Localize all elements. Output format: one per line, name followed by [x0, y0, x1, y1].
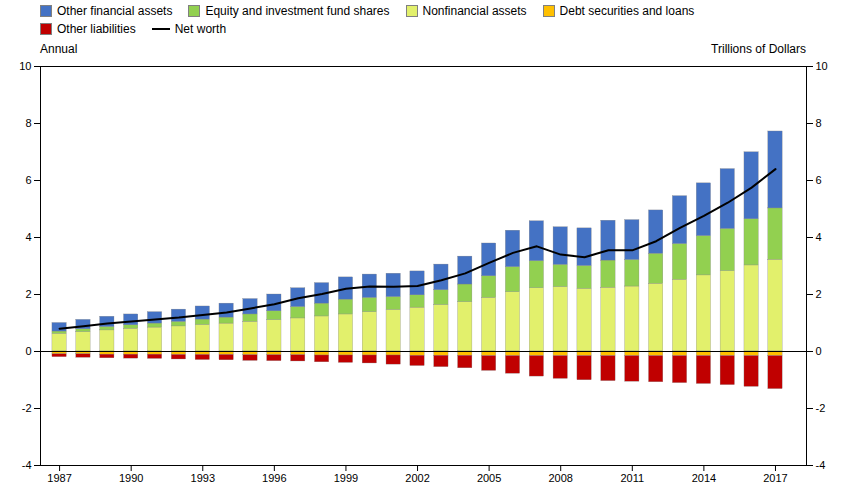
svg-text:-4: -4: [22, 459, 32, 471]
html-text:Nonfinancial assets: Nonfinancial assets: [422, 4, 527, 18]
svg-text:2011: 2011: [620, 472, 644, 484]
svg-text:10: 10: [816, 60, 828, 72]
svg-text:4: 4: [25, 231, 31, 243]
svg-text:1990: 1990: [119, 472, 143, 484]
svg-text:6: 6: [25, 174, 31, 186]
html-text:Other financial assets: Other financial assets: [57, 4, 173, 18]
svg-text:2: 2: [25, 288, 31, 300]
svg-text:8: 8: [25, 117, 31, 129]
svg-text:4: 4: [816, 231, 822, 243]
svg-text:1987: 1987: [47, 472, 71, 484]
html-text:Other liabilities: Other liabilities: [57, 22, 136, 36]
svg-text:1993: 1993: [191, 472, 215, 484]
svg-text:0: 0: [25, 345, 31, 357]
html-text:Net worth: Net worth: [174, 22, 227, 36]
svg-text:2014: 2014: [692, 472, 716, 484]
html-text:Trillions of Dollars: Trillions of Dollars: [711, 42, 806, 56]
html-text:Debt securities and loans: Debt securities and loans: [559, 4, 695, 18]
svg-text:10: 10: [19, 60, 31, 72]
svg-text:2008: 2008: [548, 472, 572, 484]
svg-text:1999: 1999: [334, 472, 358, 484]
svg-text:-4: -4: [816, 459, 826, 471]
svg-text:2005: 2005: [477, 472, 501, 484]
html-text:Equity and investment fund sha: Equity and investment fund shares: [205, 4, 390, 18]
svg-text:-2: -2: [22, 402, 32, 414]
svg-text:2: 2: [816, 288, 822, 300]
svg-text:2017: 2017: [763, 472, 787, 484]
svg-text:1996: 1996: [262, 472, 286, 484]
svg-text:-2: -2: [816, 402, 826, 414]
svg-text:6: 6: [816, 174, 822, 186]
svg-text:2002: 2002: [405, 472, 429, 484]
svg-text:0: 0: [816, 345, 822, 357]
html-text:Annual: Annual: [40, 42, 78, 56]
svg-text:8: 8: [816, 117, 822, 129]
